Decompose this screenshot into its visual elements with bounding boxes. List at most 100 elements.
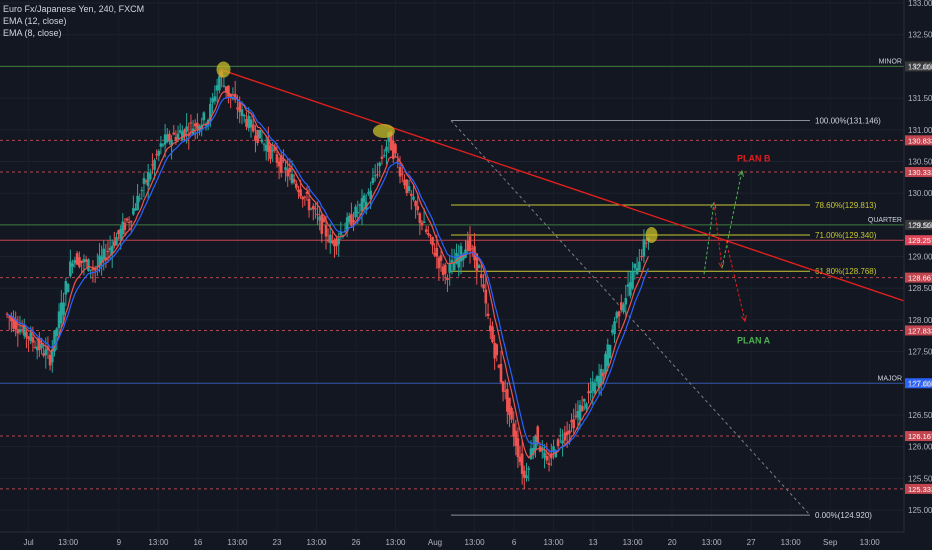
candle-body — [260, 139, 264, 143]
candle-body — [292, 179, 296, 183]
candle-body — [163, 134, 167, 145]
candle-body — [565, 431, 569, 436]
candle-body — [127, 221, 131, 223]
candle-body — [459, 245, 463, 262]
candle-body — [489, 325, 492, 332]
candle-body — [170, 139, 173, 146]
candle-body — [572, 419, 575, 429]
candle-body — [613, 321, 616, 335]
horizontal-levels: MINOR 132.000 130.833 130.333 QUARTER 129.500… — [0, 58, 932, 494]
candle-body — [466, 240, 470, 251]
touch-marker — [216, 61, 231, 78]
ema-8-line — [6, 91, 649, 459]
y-tick-label: 129.500 — [908, 221, 932, 230]
candle-body — [563, 432, 567, 441]
candle-body — [561, 440, 564, 444]
candle-body — [503, 390, 507, 392]
candle-body — [301, 197, 305, 200]
candle-body — [407, 186, 411, 192]
candle-body — [433, 252, 436, 256]
candle-body — [242, 115, 246, 117]
candle-body — [638, 261, 641, 271]
candle-body — [7, 316, 11, 318]
plan-b-arrow-1-head — [710, 201, 717, 209]
x-tick-label: 26 — [352, 538, 361, 547]
candle-body — [193, 123, 197, 127]
candle-body — [331, 240, 334, 244]
level-price-label: 125.333 — [908, 485, 932, 494]
candle-body — [134, 208, 137, 211]
candle-body — [527, 468, 531, 470]
candle-body — [138, 198, 142, 200]
candle-body — [531, 447, 535, 456]
y-tick-label: 127.500 — [908, 348, 932, 357]
candle-body — [254, 135, 257, 141]
candle-body — [157, 150, 161, 156]
candle-body — [389, 131, 393, 151]
candle-body — [202, 112, 206, 121]
candle-body — [629, 282, 632, 296]
candle-body — [405, 179, 409, 194]
candle-body — [275, 154, 279, 163]
candle-body — [378, 162, 381, 167]
candle-body — [345, 217, 349, 232]
fib-label: 0.00%(124.920) — [815, 511, 872, 520]
plan-b-arrow-2-head — [737, 169, 744, 177]
fib-diagonal — [450, 120, 811, 516]
candle-body — [311, 206, 315, 210]
candle-body — [431, 236, 434, 246]
ema-12-line — [6, 96, 649, 453]
candle-body — [240, 109, 244, 116]
candle-body — [335, 238, 338, 247]
level-price-label: 130.333 — [908, 168, 932, 177]
candle-body — [437, 257, 441, 269]
candle-body — [55, 328, 59, 337]
candle-body — [400, 173, 404, 175]
candle-body — [89, 269, 92, 271]
candle-body — [121, 221, 125, 235]
x-tick-label: 27 — [747, 538, 756, 547]
candle-body — [362, 195, 366, 203]
candle-body — [153, 160, 156, 170]
candle-body — [178, 130, 182, 133]
candle-body — [589, 390, 592, 394]
candle-body — [132, 208, 135, 215]
candle-body — [482, 284, 485, 289]
candle-body — [125, 218, 129, 221]
candle-body — [556, 439, 560, 447]
level-name: QUARTER — [868, 217, 902, 224]
candle-body — [129, 221, 133, 223]
candle-body — [333, 240, 336, 247]
candle-body — [552, 446, 555, 453]
candle-body — [288, 167, 292, 173]
candle-body — [480, 274, 483, 278]
candle-body — [591, 381, 595, 392]
x-tick-label: Aug — [428, 538, 442, 547]
candle-body — [159, 143, 163, 147]
time-axis: Jul 13:00 9 13:00 16 13:00 23 13:00 26 13:00 Aug 13… — [0, 531, 904, 547]
candle-body — [256, 130, 259, 143]
candle-body — [622, 304, 625, 312]
candle-body — [183, 129, 186, 137]
level-price-label: 129.500 — [908, 221, 932, 230]
y-tick-label: 130.000 — [908, 189, 932, 198]
candle-body — [506, 388, 509, 412]
candle-body — [461, 254, 465, 261]
plan-a-arrow — [725, 240, 746, 322]
candle-body — [391, 140, 395, 159]
candle-body — [5, 313, 9, 315]
candle-body — [412, 196, 415, 200]
candle-body — [595, 376, 599, 382]
candle-body — [165, 134, 169, 143]
candle-body — [264, 145, 268, 151]
candle-body — [123, 222, 127, 230]
candle-body — [215, 85, 219, 91]
x-tick-label: 13:00 — [860, 538, 881, 547]
candle-body — [369, 190, 372, 200]
level-price-badge — [905, 431, 932, 442]
candle-body — [40, 344, 43, 349]
candle-body — [429, 235, 432, 237]
candle-body — [508, 397, 511, 416]
candle-body — [610, 329, 614, 333]
